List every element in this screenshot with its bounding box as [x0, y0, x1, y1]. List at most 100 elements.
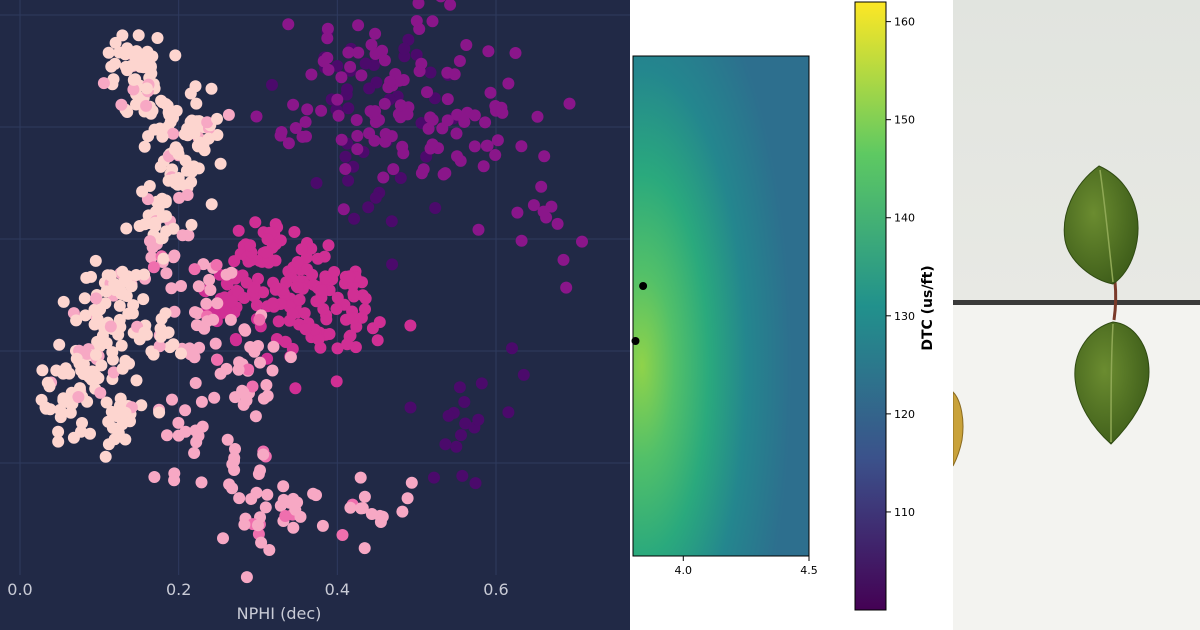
- scatter-point: [156, 130, 169, 143]
- scatter-point: [310, 489, 322, 502]
- scatter-point: [130, 374, 143, 387]
- scatter-point: [248, 281, 261, 294]
- scatter-point: [104, 320, 117, 333]
- scatter-point: [347, 287, 360, 300]
- scatter-point: [289, 122, 302, 134]
- scatter-point: [189, 377, 202, 389]
- scatter-point: [479, 116, 492, 129]
- scatter-point: [371, 334, 384, 347]
- scatter-point: [242, 363, 255, 376]
- scatter-point: [253, 313, 266, 326]
- scatter-point: [200, 297, 213, 310]
- scatter-point: [185, 218, 198, 231]
- scatter-point: [105, 60, 118, 73]
- scatter-point: [117, 407, 130, 420]
- scatter-point: [315, 104, 328, 117]
- scatter-point: [77, 368, 90, 380]
- scatter-point: [359, 292, 372, 305]
- scatter-point: [266, 364, 279, 377]
- scatter-point: [188, 127, 201, 140]
- scatter-point: [369, 105, 381, 118]
- scatter-point: [259, 246, 272, 259]
- scatter-point: [201, 116, 214, 129]
- scatter-point: [244, 341, 257, 353]
- scatter-point: [172, 416, 185, 429]
- scatter-point: [113, 299, 126, 312]
- scatter-point: [209, 337, 222, 350]
- scatter-point: [394, 99, 407, 112]
- scatter-point: [331, 93, 344, 106]
- scatter-point: [147, 261, 160, 274]
- scatter-point: [289, 382, 302, 395]
- scatter-point: [188, 263, 201, 276]
- scatter-point: [52, 435, 65, 448]
- scatter-point: [176, 229, 189, 242]
- scatter-point: [238, 292, 251, 304]
- scatter-point: [517, 368, 530, 381]
- scatter-point: [410, 48, 423, 61]
- scatter-point: [458, 116, 471, 128]
- scatter-point: [455, 429, 467, 442]
- scatter-point: [291, 256, 304, 268]
- scatter-point: [141, 45, 154, 58]
- scatter-point: [323, 328, 336, 340]
- scatter-point: [396, 505, 409, 518]
- scatter-point: [331, 291, 344, 304]
- scatter-point: [193, 136, 206, 149]
- scatter-point: [192, 162, 205, 175]
- scatter-point: [120, 222, 133, 235]
- scatter-point: [472, 413, 485, 426]
- scatter-point: [189, 306, 201, 319]
- scatter-point: [339, 150, 352, 163]
- scatter-point: [238, 323, 251, 336]
- scatter-point: [102, 46, 115, 59]
- scatter-point: [293, 293, 306, 306]
- scatter-point: [226, 482, 239, 495]
- scatter-point: [299, 116, 312, 128]
- scatter-point: [205, 82, 218, 95]
- scatter-point: [36, 364, 49, 377]
- scatter-point: [229, 443, 241, 455]
- scatter-point: [537, 205, 550, 218]
- scatter-point: [484, 86, 497, 99]
- partial-yellow-leaf: [953, 391, 964, 467]
- scatter-point: [310, 177, 323, 189]
- scatter-point: [172, 429, 185, 442]
- scatter-point: [330, 303, 343, 315]
- scatter-point: [560, 281, 573, 294]
- scatter-point: [362, 201, 375, 214]
- scatter-point: [358, 542, 371, 555]
- scatter-point: [214, 157, 227, 170]
- scatter-point: [401, 108, 414, 121]
- scatter-point: [355, 69, 368, 82]
- scatter-point: [535, 180, 548, 193]
- scatter-point: [236, 384, 249, 397]
- scatter-x-tick-label: 0.4: [325, 580, 350, 599]
- scatter-point: [107, 366, 120, 379]
- scatter-point: [428, 471, 440, 484]
- scatter-point: [332, 109, 345, 122]
- scatter-point: [354, 471, 367, 484]
- scatter-point: [229, 333, 242, 345]
- scatter-point: [173, 191, 186, 204]
- scatter-point: [439, 167, 452, 180]
- scatter-point: [84, 427, 96, 440]
- scatter-point: [394, 172, 407, 184]
- scatter-point: [250, 110, 263, 123]
- scatter-point: [78, 292, 91, 305]
- scatter-point: [387, 163, 400, 176]
- scatter-point: [369, 191, 382, 204]
- heatmap-panel: 4.0 4.5 110 120 130 140 150 160 DTC (us/ft): [630, 0, 953, 630]
- heatmap-markers: [631, 282, 648, 345]
- scatter-point: [335, 71, 348, 84]
- scatter-point: [310, 295, 323, 308]
- heatmap-plot: 4.0 4.5 110 120 130 140 150 160 DTC (us/ft): [631, 1, 936, 611]
- scatter-point: [469, 477, 482, 490]
- scatter-point: [73, 357, 86, 370]
- scatter-point: [472, 223, 485, 236]
- scatter-point: [152, 203, 165, 216]
- leaf-stem: [1112, 281, 1118, 321]
- scatter-point: [195, 395, 208, 408]
- scatter-point: [155, 312, 168, 325]
- lower-leaf-vein: [1110, 323, 1114, 443]
